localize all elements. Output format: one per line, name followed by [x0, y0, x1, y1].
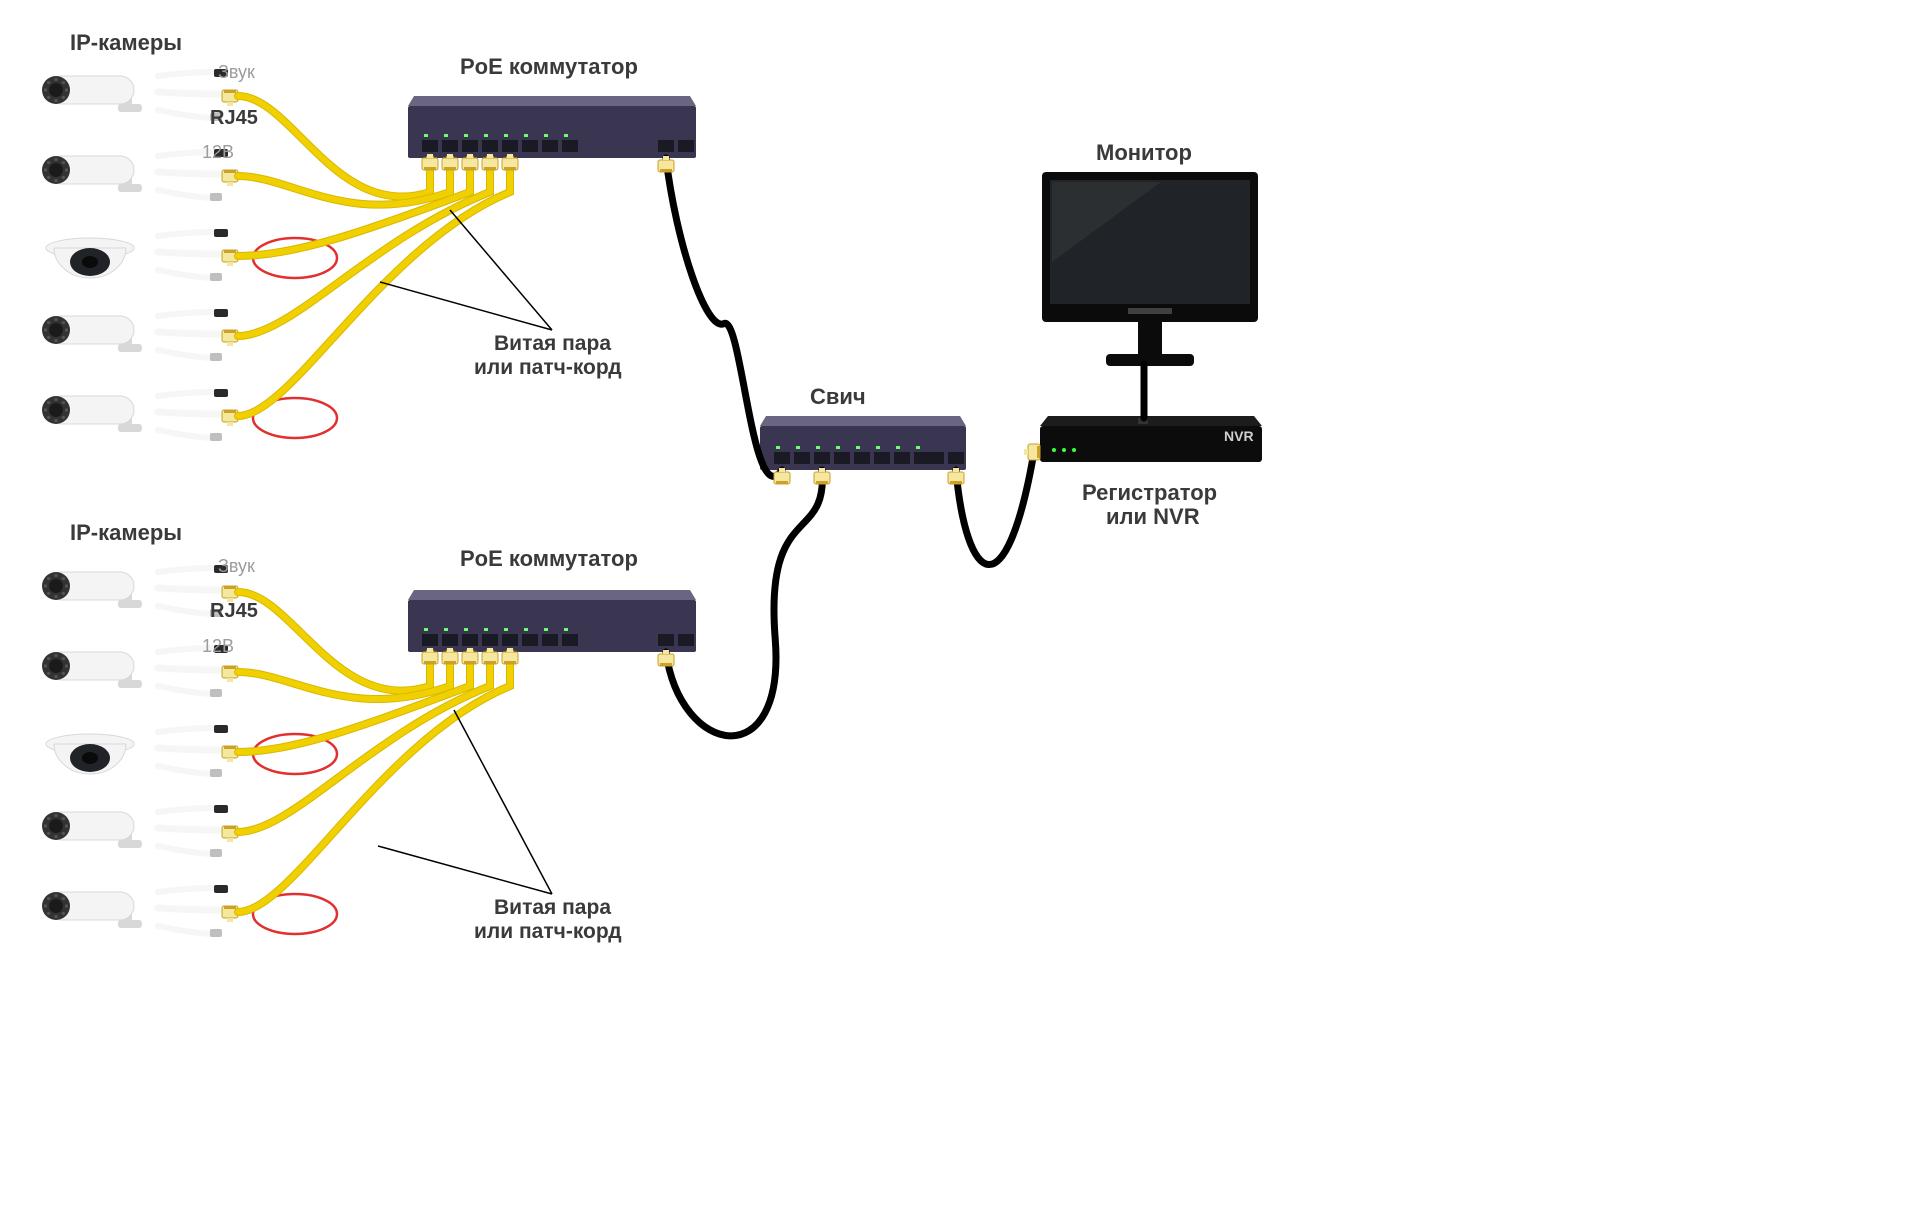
label-patch_1a: Витая пара	[494, 332, 611, 356]
label-poe_switch_2: PoE коммутатор	[460, 546, 638, 572]
label-poe_switch_1: PoE коммутатор	[460, 54, 638, 80]
label-v12_1: 12В	[202, 142, 234, 163]
patch-cables	[222, 90, 518, 922]
label-ip_cameras_1: IP-камеры	[70, 30, 182, 56]
black-cables	[658, 156, 1144, 736]
diagram-stage: IP-камеры IP-камеры Звук RJ45 12В Звук RJ45 12В…	[0, 0, 1924, 1216]
monitor	[1042, 172, 1258, 366]
label-v12_2: 12В	[202, 636, 234, 657]
label-patch_2a: Витая пара	[494, 896, 611, 920]
label-sound_2: Звук	[218, 556, 255, 577]
label-nvr_2: или NVR	[1106, 504, 1200, 530]
switch-0	[408, 96, 696, 158]
label-nvr_1: Регистратор	[1082, 480, 1217, 506]
label-ip_cameras_2: IP-камеры	[70, 520, 182, 546]
label-switch_center: Свич	[810, 384, 866, 410]
cameras	[42, 69, 337, 937]
label-nvr_device: NVR	[1224, 428, 1254, 444]
label-sound_1: Звук	[218, 62, 255, 83]
label-rj45_1: RJ45	[210, 107, 258, 130]
label-patch_2b: или патч-корд	[474, 920, 622, 944]
diagram-svg	[0, 0, 1924, 1216]
label-monitor: Монитор	[1096, 140, 1192, 166]
label-rj45_2: RJ45	[210, 600, 258, 623]
switch-1	[408, 590, 696, 652]
switch-2	[760, 416, 966, 470]
label-patch_1b: или патч-корд	[474, 356, 622, 380]
